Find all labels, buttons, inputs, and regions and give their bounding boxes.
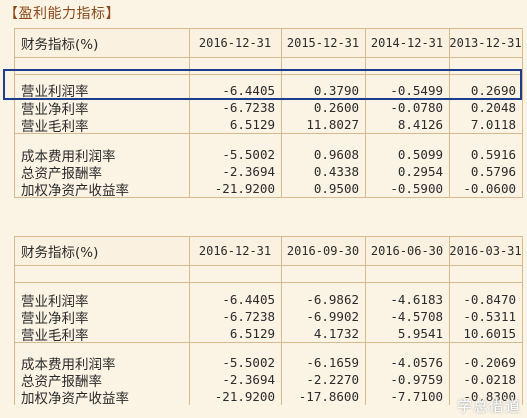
row-label: 总资产报酬率 <box>21 165 102 182</box>
row-value: -0.2069 <box>463 355 516 370</box>
row-value: -0.0218 <box>463 372 516 387</box>
header-col-4: 2016-03-31 <box>449 244 522 258</box>
row-value: -6.4405 <box>222 292 275 307</box>
row-value: -0.9759 <box>390 372 443 387</box>
header-indicator: 财务指标(%) <box>21 245 99 261</box>
row-value: 0.5916 <box>470 147 516 162</box>
row-value: 0.9500 <box>313 181 359 196</box>
row-value: 0.2600 <box>313 100 359 115</box>
row-value: 6.5129 <box>229 326 275 341</box>
row-value: 11.8027 <box>306 117 359 132</box>
profitability-table-annual: 财务指标(%) 2016-12-31 2015-12-31 2014-12-31… <box>14 28 523 199</box>
column-divider <box>281 236 282 405</box>
row-value: -0.8470 <box>463 292 516 307</box>
row-value: -21.9200 <box>214 389 275 404</box>
row-value: -5.5002 <box>222 147 275 162</box>
row-value: -0.5499 <box>390 82 443 98</box>
row-value: 0.9608 <box>313 147 359 162</box>
row-value: -6.1659 <box>306 355 359 370</box>
column-divider <box>449 28 450 198</box>
row-value: -0.0600 <box>463 181 516 196</box>
row-value: -6.9902 <box>306 309 359 324</box>
table-row: 营业毛利率 6.5129 4.1732 5.9541 10.6015 <box>15 325 522 344</box>
row-value: -0.8300 <box>463 389 516 404</box>
column-divider <box>189 236 190 405</box>
row-value: -4.5708 <box>390 309 443 324</box>
row-value: -6.7238 <box>222 309 275 324</box>
column-divider <box>281 28 282 198</box>
row-value: -6.4405 <box>222 82 275 98</box>
row-value: 0.5099 <box>397 147 443 162</box>
row-label: 营业净利率 <box>21 101 89 118</box>
spacer-row <box>15 58 522 75</box>
row-value: -4.0576 <box>390 355 443 370</box>
header-col-1: 2016-12-31 <box>198 36 272 50</box>
column-divider <box>365 236 366 405</box>
row-value: 6.5129 <box>229 117 275 132</box>
row-value: 0.2954 <box>397 164 443 179</box>
row-label: 成本费用利润率 <box>21 148 116 165</box>
table-row: 总资产报酬率 -2.3694 0.4338 0.2954 0.5796 <box>15 163 522 182</box>
row-value: -6.7238 <box>222 100 275 115</box>
row-value: -5.5002 <box>222 355 275 370</box>
row-value: 5.9541 <box>397 326 443 341</box>
row-value: 4.1732 <box>313 326 359 341</box>
row-value: 7.0118 <box>470 117 516 132</box>
table-header-row: 财务指标(%) 2016-12-31 2016-09-30 2016-06-30… <box>15 236 522 266</box>
table-header-row: 财务指标(%) 2016-12-31 2015-12-31 2014-12-31… <box>15 28 522 58</box>
row-value: -7.7100 <box>390 389 443 404</box>
row-label: 营业净利率 <box>21 310 89 327</box>
table-row: 成本费用利润率 -5.5002 -6.1659 -4.0576 -0.2069 <box>15 354 522 373</box>
row-label: 营业利润率 <box>21 293 89 310</box>
row-value: -21.9200 <box>214 181 275 196</box>
row-value: -0.5900 <box>390 181 443 196</box>
row-value: -17.8600 <box>298 389 359 404</box>
column-divider <box>449 236 450 405</box>
column-divider <box>189 28 190 198</box>
row-value: 0.2690 <box>470 82 516 98</box>
row-value: 0.4338 <box>313 164 359 179</box>
row-value: -2.3694 <box>222 372 275 387</box>
row-label: 总资产报酬率 <box>21 373 102 390</box>
row-label: 营业毛利率 <box>21 327 89 344</box>
header-col-4: 2013-12-31 <box>449 36 522 50</box>
table-row: 营业毛利率 6.5129 11.8027 8.4126 7.0118 <box>15 116 522 135</box>
row-value: -0.5311 <box>463 309 516 324</box>
table-row: 营业利润率 -6.4405 0.3790 -0.5499 0.2690 <box>15 81 522 101</box>
row-value: -2.3694 <box>222 164 275 179</box>
header-col-2: 2015-12-31 <box>286 36 360 50</box>
row-value: -4.6183 <box>390 292 443 307</box>
row-value: 0.3790 <box>313 82 359 98</box>
row-value: -2.2270 <box>306 372 359 387</box>
table-row: 加权净资产收益率 -21.9200 0.9500 -0.5900 -0.0600 <box>15 180 522 199</box>
row-value: -0.0780 <box>390 100 443 115</box>
row-value: 8.4126 <box>397 117 443 132</box>
table-row: 加权净资产收益率 -21.9200 -17.8600 -7.7100 -0.83… <box>15 388 522 407</box>
header-col-2: 2016-09-30 <box>286 244 360 258</box>
row-value: 0.2048 <box>470 100 516 115</box>
column-divider <box>365 28 366 198</box>
row-label: 加权净资产收益率 <box>21 182 129 199</box>
table-row: 营业净利率 -6.7238 -6.9902 -4.5708 -0.5311 <box>15 308 522 327</box>
row-label: 成本费用利润率 <box>21 356 116 373</box>
row-label: 营业利润率 <box>21 84 89 100</box>
row-value: -6.9862 <box>306 292 359 307</box>
table-row: 营业净利率 -6.7238 0.2600 -0.0780 0.2048 <box>15 99 522 118</box>
row-value: 0.5796 <box>470 164 516 179</box>
row-label: 营业毛利率 <box>21 118 89 135</box>
header-indicator: 财务指标(%) <box>21 37 99 53</box>
row-value: 10.6015 <box>463 326 516 341</box>
row-label: 加权净资产收益率 <box>21 390 129 407</box>
header-col-3: 2016-06-30 <box>370 244 444 258</box>
section-title: 【盈利能力指标】 <box>4 6 120 22</box>
profitability-table-quarterly: 财务指标(%) 2016-12-31 2016-09-30 2016-06-30… <box>14 236 523 407</box>
header-col-3: 2014-12-31 <box>370 36 444 50</box>
spacer-row <box>15 266 522 283</box>
table-row: 成本费用利润率 -5.5002 0.9608 0.5099 0.5916 <box>15 146 522 165</box>
table-row: 营业利润率 -6.4405 -6.9862 -4.6183 -0.8470 <box>15 291 522 310</box>
watermark-logo: 学总借道 <box>456 397 521 415</box>
header-col-1: 2016-12-31 <box>198 244 272 258</box>
table-row: 总资产报酬率 -2.3694 -2.2270 -0.9759 -0.0218 <box>15 371 522 390</box>
